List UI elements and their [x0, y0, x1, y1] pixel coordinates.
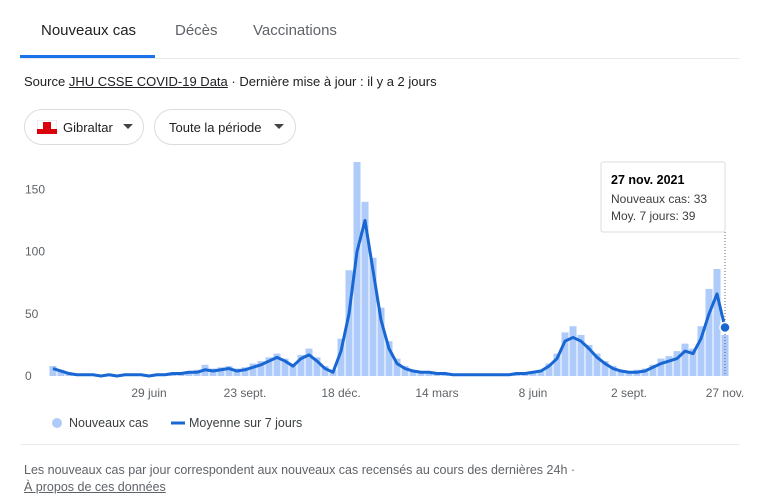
bar: [361, 201, 369, 376]
bar: [609, 366, 617, 376]
legend-label: Moyenne sur 7 jours: [189, 416, 302, 430]
bar: [561, 332, 569, 376]
bar: [289, 363, 297, 376]
y-tick-label: 50: [25, 307, 39, 321]
flag: [37, 120, 57, 134]
period-label: Toute la période: [169, 119, 262, 135]
hover-dot: [719, 321, 731, 334]
bar: [545, 363, 553, 376]
bar: [257, 361, 265, 376]
bar: [713, 269, 721, 376]
bar: [353, 162, 361, 376]
footer-link[interactable]: À propos de ces données: [24, 480, 166, 494]
bar: [617, 369, 625, 376]
tab[interactable]: Vaccinations: [253, 22, 337, 39]
bar: [681, 343, 689, 376]
bar: [537, 369, 545, 376]
y-tick-label: 100: [25, 245, 45, 259]
bar: [689, 348, 697, 376]
x-tick-label: 27 nov.: [706, 386, 744, 400]
bar: [425, 372, 433, 376]
bar: [401, 366, 409, 376]
bar: [217, 367, 225, 376]
bar: [305, 348, 313, 376]
x-tick-label: 18 déc.: [321, 386, 360, 400]
x-tick-label: 2 sept.: [611, 386, 647, 400]
bar: [337, 338, 345, 376]
tab-indicator: [20, 55, 155, 58]
chevron: [273, 124, 284, 129]
x-tick-label: 23 sept.: [224, 386, 267, 400]
chart: 0 50 100 150 29 juin 23 sept. 18 déc. 14 mars 8 …: [25, 161, 744, 430]
bar: [585, 344, 593, 376]
y-tick-label: 0: [25, 369, 32, 383]
source-line: Source JHU CSSE COVID-19 Data · Dernière…: [24, 74, 437, 89]
bar: [321, 366, 329, 376]
bar: [313, 357, 321, 376]
bar: [665, 356, 673, 376]
bar: [345, 270, 353, 376]
x-tick-label: 8 juin: [519, 386, 548, 400]
bar: [241, 367, 249, 376]
bar: [553, 353, 561, 376]
bar: [281, 358, 289, 376]
bar: [57, 369, 65, 376]
bar: [577, 334, 585, 376]
bar: [377, 307, 385, 376]
bar: [673, 351, 681, 376]
legend-swatch: [52, 418, 62, 428]
source-updated: · Dernière mise à jour : il y a 2 jours: [231, 74, 437, 89]
bar: [649, 364, 657, 376]
bar: [249, 363, 257, 376]
tab[interactable]: Nouveaux cas: [41, 22, 137, 39]
chevron: [122, 124, 133, 129]
footer-note: Les nouveaux cas par jour correspondent …: [24, 463, 576, 477]
bar: [273, 353, 281, 376]
bar: [601, 361, 609, 376]
bar: [225, 366, 233, 376]
bar: [369, 257, 377, 376]
bar: [657, 358, 665, 376]
bar: [409, 369, 417, 376]
bar: [569, 326, 577, 376]
bar: [593, 353, 601, 376]
region-label: Gibraltar: [63, 119, 113, 135]
tab[interactable]: Décès: [175, 22, 218, 39]
bar: [297, 354, 305, 376]
divider: [20, 58, 740, 59]
tooltip-date: 27 nov. 2021: [611, 173, 684, 187]
x-tick-label: 14 mars: [415, 386, 458, 400]
x-tick-label: 29 juin: [131, 386, 166, 400]
source-prefix: Source: [24, 74, 66, 89]
tooltip-line: Nouveaux cas: 33: [611, 192, 707, 206]
period-button[interactable]: Toute la période: [154, 109, 296, 145]
tooltip-line: Moy. 7 jours: 39: [611, 209, 696, 223]
y-tick-label: 150: [25, 182, 45, 196]
bar: [393, 358, 401, 376]
bar: [49, 366, 57, 376]
legend-label: Nouveaux cas: [69, 416, 148, 430]
tooltip: [600, 161, 726, 233]
bar: [705, 288, 713, 376]
bar: [697, 326, 705, 376]
region-button[interactable]: Gibraltar: [24, 109, 144, 145]
source-link[interactable]: JHU CSSE COVID-19 Data: [68, 74, 228, 89]
bar: [265, 357, 273, 376]
line: [52, 218, 727, 378]
divider: [20, 444, 740, 445]
bar: [385, 341, 393, 376]
